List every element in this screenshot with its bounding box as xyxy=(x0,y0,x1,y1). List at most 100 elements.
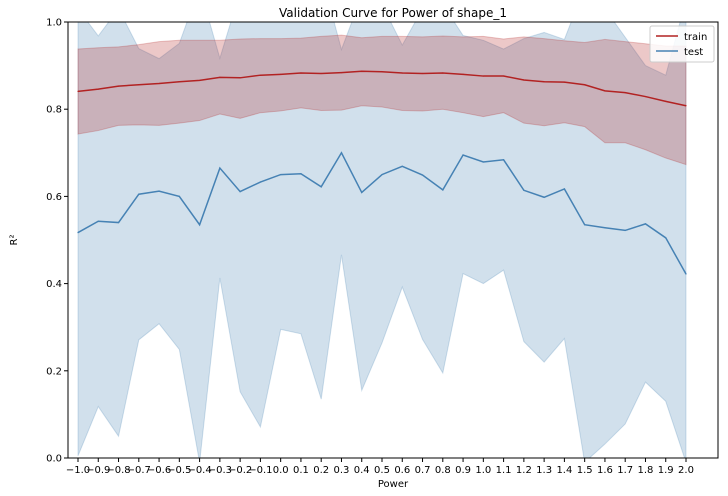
series-lines xyxy=(77,70,687,275)
train-point xyxy=(503,75,505,77)
x-tick-label: 0.3 xyxy=(334,465,350,476)
x-tick-label: −0.4 xyxy=(187,465,211,476)
test-point xyxy=(665,237,667,239)
train-band xyxy=(77,34,687,166)
train-point xyxy=(604,90,606,92)
x-tick-label: 0.8 xyxy=(435,465,451,476)
train-point xyxy=(624,92,626,94)
test-point xyxy=(300,173,302,175)
test-point xyxy=(543,196,545,198)
x-tick-label: −0.3 xyxy=(208,465,232,476)
y-tick-label: 1.0 xyxy=(46,18,62,29)
legend: train test xyxy=(649,25,715,63)
x-tick-label: −0.9 xyxy=(86,465,110,476)
test-point xyxy=(584,224,586,226)
test-point xyxy=(280,174,282,176)
y-tick-label: 0.2 xyxy=(46,366,62,377)
train-point xyxy=(665,100,667,102)
legend-label-train: train xyxy=(684,32,707,43)
x-tick-label: −0.6 xyxy=(147,465,171,476)
train-point xyxy=(381,71,383,73)
test-point xyxy=(624,229,626,232)
test-point xyxy=(77,231,79,234)
test-point xyxy=(462,154,464,156)
train-point xyxy=(199,79,201,82)
train-point xyxy=(259,74,261,76)
y-tick-label: 0.0 xyxy=(46,454,62,465)
y-tick-label: 0.8 xyxy=(46,105,62,116)
x-tick-label: −0.7 xyxy=(127,465,151,476)
test-point xyxy=(381,174,383,176)
test-point xyxy=(482,161,484,163)
x-axis-title: Power xyxy=(378,479,409,490)
train-point xyxy=(97,88,99,90)
test-point xyxy=(442,189,444,191)
plot-frame xyxy=(67,21,719,459)
train-point xyxy=(482,75,484,77)
test-point xyxy=(644,223,647,225)
train-point xyxy=(280,73,282,75)
x-tick-label: 0.2 xyxy=(313,465,329,476)
y-tick-label: 0.4 xyxy=(46,279,62,290)
confidence-bands xyxy=(77,22,687,458)
test-point xyxy=(178,195,180,197)
train-point xyxy=(421,72,424,75)
x-tick-label: 0.4 xyxy=(354,465,370,476)
x-tick-label: 0.1 xyxy=(293,465,309,476)
train-point xyxy=(219,76,221,78)
x-tick-label: 0.5 xyxy=(374,465,390,476)
test-point xyxy=(239,191,241,193)
test-point xyxy=(219,167,221,169)
x-tick-label: 1.8 xyxy=(638,465,654,476)
train-point xyxy=(584,84,586,86)
test-point xyxy=(320,186,322,188)
train-point xyxy=(239,77,241,79)
train-point xyxy=(300,72,302,74)
test-point xyxy=(361,191,363,194)
test-point xyxy=(401,165,403,167)
train-point xyxy=(178,81,180,83)
x-tick-label: −0.1 xyxy=(248,465,272,476)
test-point xyxy=(503,159,505,161)
x-tick-label: 1.0 xyxy=(475,465,491,476)
test-point xyxy=(685,273,687,275)
x-axis-ticks: −1.0−0.9−0.8−0.7−0.6−0.5−0.4−0.3−0.2−0.1… xyxy=(66,458,694,476)
x-tick-label: −1.0 xyxy=(66,465,90,476)
train-point xyxy=(543,81,545,83)
test-point xyxy=(340,152,343,154)
test-point xyxy=(158,190,160,192)
train-point xyxy=(563,81,566,83)
train-point xyxy=(442,72,444,74)
train-point xyxy=(320,72,322,75)
train-point xyxy=(117,85,120,87)
test-point xyxy=(199,224,201,226)
train-point xyxy=(401,72,403,74)
test-point xyxy=(138,193,140,195)
x-tick-label: 1.2 xyxy=(516,465,532,476)
legend-label-test: test xyxy=(684,47,703,58)
x-tick-label: 0.9 xyxy=(455,465,471,476)
test-point xyxy=(117,221,120,224)
chart-title: Validation Curve for Power of shape_1 xyxy=(279,6,507,20)
x-tick-label: 1.5 xyxy=(577,465,593,476)
x-tick-label: 1.3 xyxy=(536,465,552,476)
test-point xyxy=(97,220,99,222)
x-tick-label: 1.7 xyxy=(617,465,633,476)
test-point xyxy=(421,174,424,176)
train-point xyxy=(340,71,343,74)
legend-box xyxy=(649,25,715,63)
train-point xyxy=(138,84,140,86)
x-tick-label: 0.0 xyxy=(273,465,289,476)
train-point xyxy=(523,79,525,81)
train-point xyxy=(685,105,687,107)
test-point xyxy=(523,189,525,191)
x-tick-label: −0.5 xyxy=(167,465,191,476)
y-axis-title: R² xyxy=(9,235,20,246)
x-tick-label: −0.2 xyxy=(228,465,252,476)
train-point xyxy=(77,90,79,92)
train-point xyxy=(644,95,647,98)
x-tick-label: 1.4 xyxy=(556,465,572,476)
test-point xyxy=(563,188,566,190)
test-band xyxy=(77,22,687,458)
